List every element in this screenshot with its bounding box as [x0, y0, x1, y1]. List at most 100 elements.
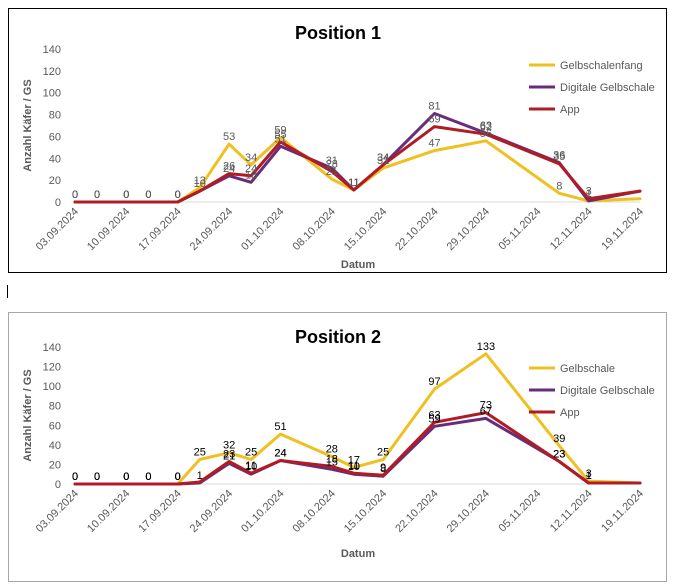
- x-tick-label: 19.11.2024: [599, 206, 646, 253]
- legend-label: App: [560, 407, 580, 419]
- x-tick-label: 24.09.2024: [188, 206, 235, 253]
- data-label: 31: [326, 155, 338, 167]
- data-label: 1: [197, 470, 203, 482]
- chart-title: Position 2: [295, 327, 381, 347]
- data-label: 0: [94, 471, 100, 483]
- data-label: 10: [245, 461, 257, 473]
- data-label: 47: [428, 138, 440, 150]
- data-label: 1: [586, 470, 592, 482]
- data-label: 31: [377, 155, 389, 167]
- y-tick-label: 20: [49, 175, 61, 187]
- y-tick-label: 0: [55, 479, 61, 491]
- data-label: 11: [348, 460, 359, 472]
- y-tick-label: 40: [49, 153, 61, 165]
- data-label: 10: [194, 178, 206, 190]
- data-label: 0: [94, 471, 100, 483]
- data-label: 0: [145, 471, 151, 483]
- y-tick-label: 120: [43, 66, 61, 78]
- data-label: 17: [348, 454, 360, 466]
- x-tick-label: 03.09.2024: [34, 206, 81, 253]
- data-label: 1: [586, 470, 592, 482]
- x-tick-label: 08.10.2024: [291, 488, 338, 535]
- data-label: 0: [175, 471, 181, 483]
- data-label: 62: [480, 121, 492, 133]
- data-label: 0: [94, 189, 100, 201]
- x-tick-label: 15.10.2024: [342, 488, 389, 535]
- x-tick-label: 01.10.2024: [239, 206, 286, 253]
- data-label: 26: [223, 161, 235, 173]
- data-label: 69: [428, 114, 440, 126]
- y-tick-label: 100: [43, 381, 61, 393]
- data-label: 97: [428, 376, 440, 388]
- data-label: 23: [223, 448, 235, 460]
- x-tick-label: 17.09.2024: [136, 488, 183, 535]
- data-label: 0: [175, 189, 181, 201]
- data-label: 0: [123, 471, 129, 483]
- data-label: 81: [428, 100, 440, 112]
- x-tick-label: 24.09.2024: [188, 488, 235, 535]
- x-tick-label: 01.10.2024: [239, 488, 286, 535]
- data-label: 56: [480, 128, 492, 140]
- data-label: 11: [348, 177, 359, 189]
- data-label: 35: [553, 151, 565, 163]
- data-label: 0: [123, 471, 129, 483]
- data-label: 24: [245, 163, 257, 175]
- data-label: 18: [326, 453, 338, 465]
- legend-label: App: [560, 104, 580, 116]
- x-tick-label: 29.10.2024: [445, 488, 492, 535]
- y-tick-label: 80: [49, 110, 61, 122]
- data-label: 133: [477, 341, 495, 353]
- x-axis-label: Datum: [341, 548, 375, 560]
- series-line-3: [73, 125, 642, 204]
- x-tick-label: 22.10.2024: [393, 206, 440, 253]
- data-label: 0: [175, 189, 181, 201]
- y-tick-label: 120: [43, 362, 61, 374]
- x-tick-label: 12.11.2024: [548, 206, 595, 253]
- y-tick-label: 20: [49, 459, 61, 471]
- data-label: 24: [274, 448, 286, 460]
- y-tick-label: 140: [43, 342, 61, 354]
- data-label: 0: [145, 471, 151, 483]
- data-label: 0: [123, 189, 129, 201]
- x-tick-label: 10.09.2024: [85, 206, 132, 253]
- legend-label: Gelbschale: [560, 363, 615, 375]
- x-tick-label: 17.09.2024: [136, 206, 183, 253]
- x-tick-label: 03.09.2024: [34, 488, 81, 535]
- data-label: 15: [326, 456, 338, 468]
- data-label: 18: [245, 169, 257, 181]
- data-label: 11: [348, 177, 359, 189]
- data-label: 0: [72, 471, 78, 483]
- series-line-3: [73, 411, 642, 486]
- y-tick-label: 60: [49, 131, 61, 143]
- data-label: 51: [274, 421, 286, 433]
- x-tick-label: 12.11.2024: [548, 488, 595, 535]
- y-tick-label: 40: [49, 440, 61, 452]
- x-axis-label: Datum: [341, 259, 375, 271]
- data-label: 63: [428, 409, 440, 421]
- data-label: 73: [480, 400, 492, 412]
- data-label: 0: [123, 471, 129, 483]
- data-label: 21: [326, 166, 338, 178]
- data-label: 0: [145, 189, 151, 201]
- data-label: 11: [245, 460, 256, 472]
- data-label: 1: [586, 188, 592, 200]
- data-label: 0: [175, 471, 181, 483]
- data-label: 0: [72, 471, 78, 483]
- x-tick-label: 29.10.2024: [445, 206, 492, 253]
- separator-mark: [7, 285, 8, 298]
- data-label: 34: [377, 152, 389, 164]
- data-label: 67: [480, 405, 492, 417]
- data-label: 0: [72, 189, 78, 201]
- data-label: 13: [194, 175, 206, 187]
- data-label: 23: [553, 448, 565, 460]
- data-label: 34: [245, 152, 257, 164]
- data-label: 24: [223, 163, 235, 175]
- legend-label: Digitale Gelbschale: [560, 385, 655, 397]
- data-label: 0: [145, 471, 151, 483]
- data-label: 0: [72, 471, 78, 483]
- chart-panel-position-2: Position 2 Anzahl Käfer / GS Datum 0 20 40…: [8, 312, 667, 582]
- x-tick-label: 15.10.2024: [342, 206, 389, 253]
- data-label: 0: [123, 189, 129, 201]
- data-label: 23: [553, 448, 565, 460]
- data-label: 0: [72, 189, 78, 201]
